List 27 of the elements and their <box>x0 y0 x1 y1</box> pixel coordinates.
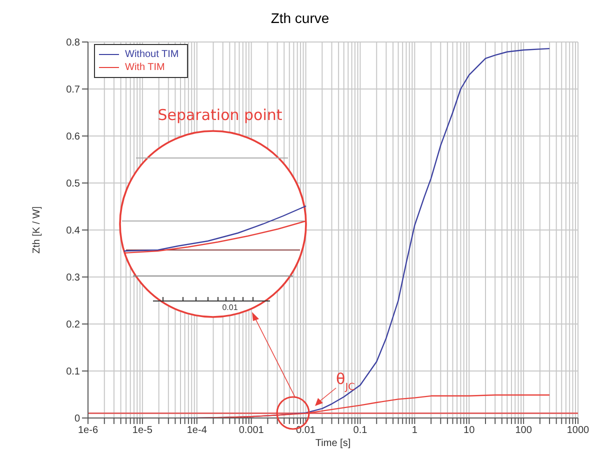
annotation: θ$_{JC}$ <box>336 370 356 392</box>
x-tick-label: 1000 <box>566 425 590 436</box>
y-tick-label: 0.3 <box>66 272 80 284</box>
y-tick-label: 0.4 <box>66 226 80 237</box>
x-tick-label: 0.01 <box>296 425 316 436</box>
x-tick-label: 10 <box>464 425 476 436</box>
y-tick-label: 0.7 <box>66 84 80 96</box>
x-tick-label: 1e-5 <box>132 425 153 436</box>
x-tick-label: 1 <box>412 425 418 436</box>
legend-label: With TIM <box>125 61 165 74</box>
x-tick-label: 0.1 <box>353 425 368 436</box>
y-tick-label: 0.6 <box>66 132 80 143</box>
y-tick-label: 0.8 <box>66 38 80 49</box>
chart-title: Zth curve <box>270 10 330 26</box>
y-tick-label: 0 <box>74 414 80 425</box>
x-tick-label: 100 <box>515 425 532 436</box>
y-tick-label: 0.5 <box>66 178 80 190</box>
y-tick-label: 0.1 <box>66 366 80 378</box>
x-tick-label: 0.001 <box>238 425 264 436</box>
x-axis-title: Time [s] <box>315 438 351 449</box>
x-tick-label: 1e-4 <box>186 425 208 436</box>
y-axis-title: Zth [K / W] <box>32 206 43 254</box>
legend-label: Without TIM <box>125 48 179 61</box>
annotation: 0.01 <box>222 303 238 312</box>
x-tick-label: 1e-6 <box>78 425 98 436</box>
y-tick-label: 0.2 <box>66 320 80 331</box>
annotation: Separation point <box>158 106 282 124</box>
